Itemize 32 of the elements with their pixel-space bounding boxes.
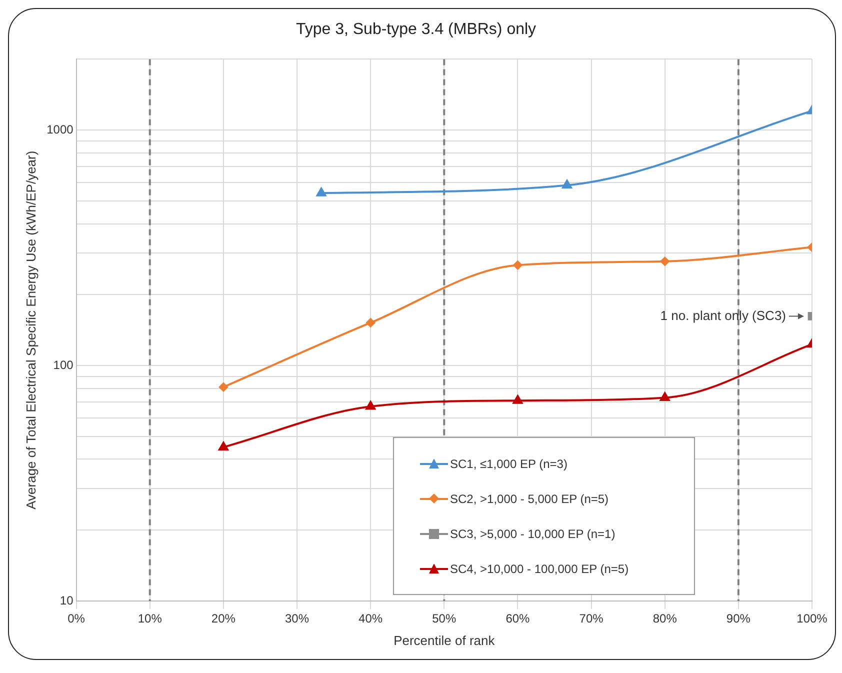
x-tick-label: 60%	[506, 612, 530, 626]
point	[562, 180, 572, 189]
legend-label: SC2, >1,000 - 5,000 EP (n=5)	[450, 492, 609, 506]
chart-title: Type 3, Sub-type 3.4 (MBRs) only	[296, 21, 536, 38]
x-tick-label: 10%	[138, 612, 162, 626]
point	[366, 400, 376, 410]
annotation: 1 no. plant only (SC3)	[660, 308, 786, 323]
point	[512, 395, 523, 404]
x-tick-label: 40%	[358, 612, 383, 626]
point	[366, 318, 376, 328]
legend-label: SC4, >10,000 - 100,000 EP (n=5)	[450, 562, 629, 576]
x-axis-title: Percentile of rank	[394, 632, 496, 648]
point	[218, 442, 228, 450]
y-tick-label: 1000	[46, 122, 74, 136]
x-tick-label: 30%	[284, 612, 310, 626]
point	[660, 392, 670, 401]
y-tick-label: 10	[60, 593, 74, 608]
x-tick-label: 50%	[432, 612, 456, 626]
x-tick-label: 80%	[652, 612, 678, 626]
legend-label: SC1, ≤1,000 EP (n=3)	[450, 456, 568, 470]
x-tick-label: 100%	[796, 612, 828, 626]
point	[316, 188, 326, 196]
y-axis-title: Average of Total Electrical Specific Energy Use (kWh/EP/year)	[23, 150, 38, 510]
y-tick-label: 100	[53, 358, 74, 372]
x-tick-label: 70%	[579, 612, 604, 626]
point	[660, 256, 670, 266]
point	[513, 260, 522, 270]
x-tick-label: 0%	[68, 612, 86, 626]
point	[218, 382, 228, 392]
x-tick-label: 20%	[211, 612, 236, 626]
legend-label: SC3, >5,000 - 10,000 EP (n=1)	[450, 526, 616, 540]
x-tick-label: 90%	[726, 612, 751, 626]
